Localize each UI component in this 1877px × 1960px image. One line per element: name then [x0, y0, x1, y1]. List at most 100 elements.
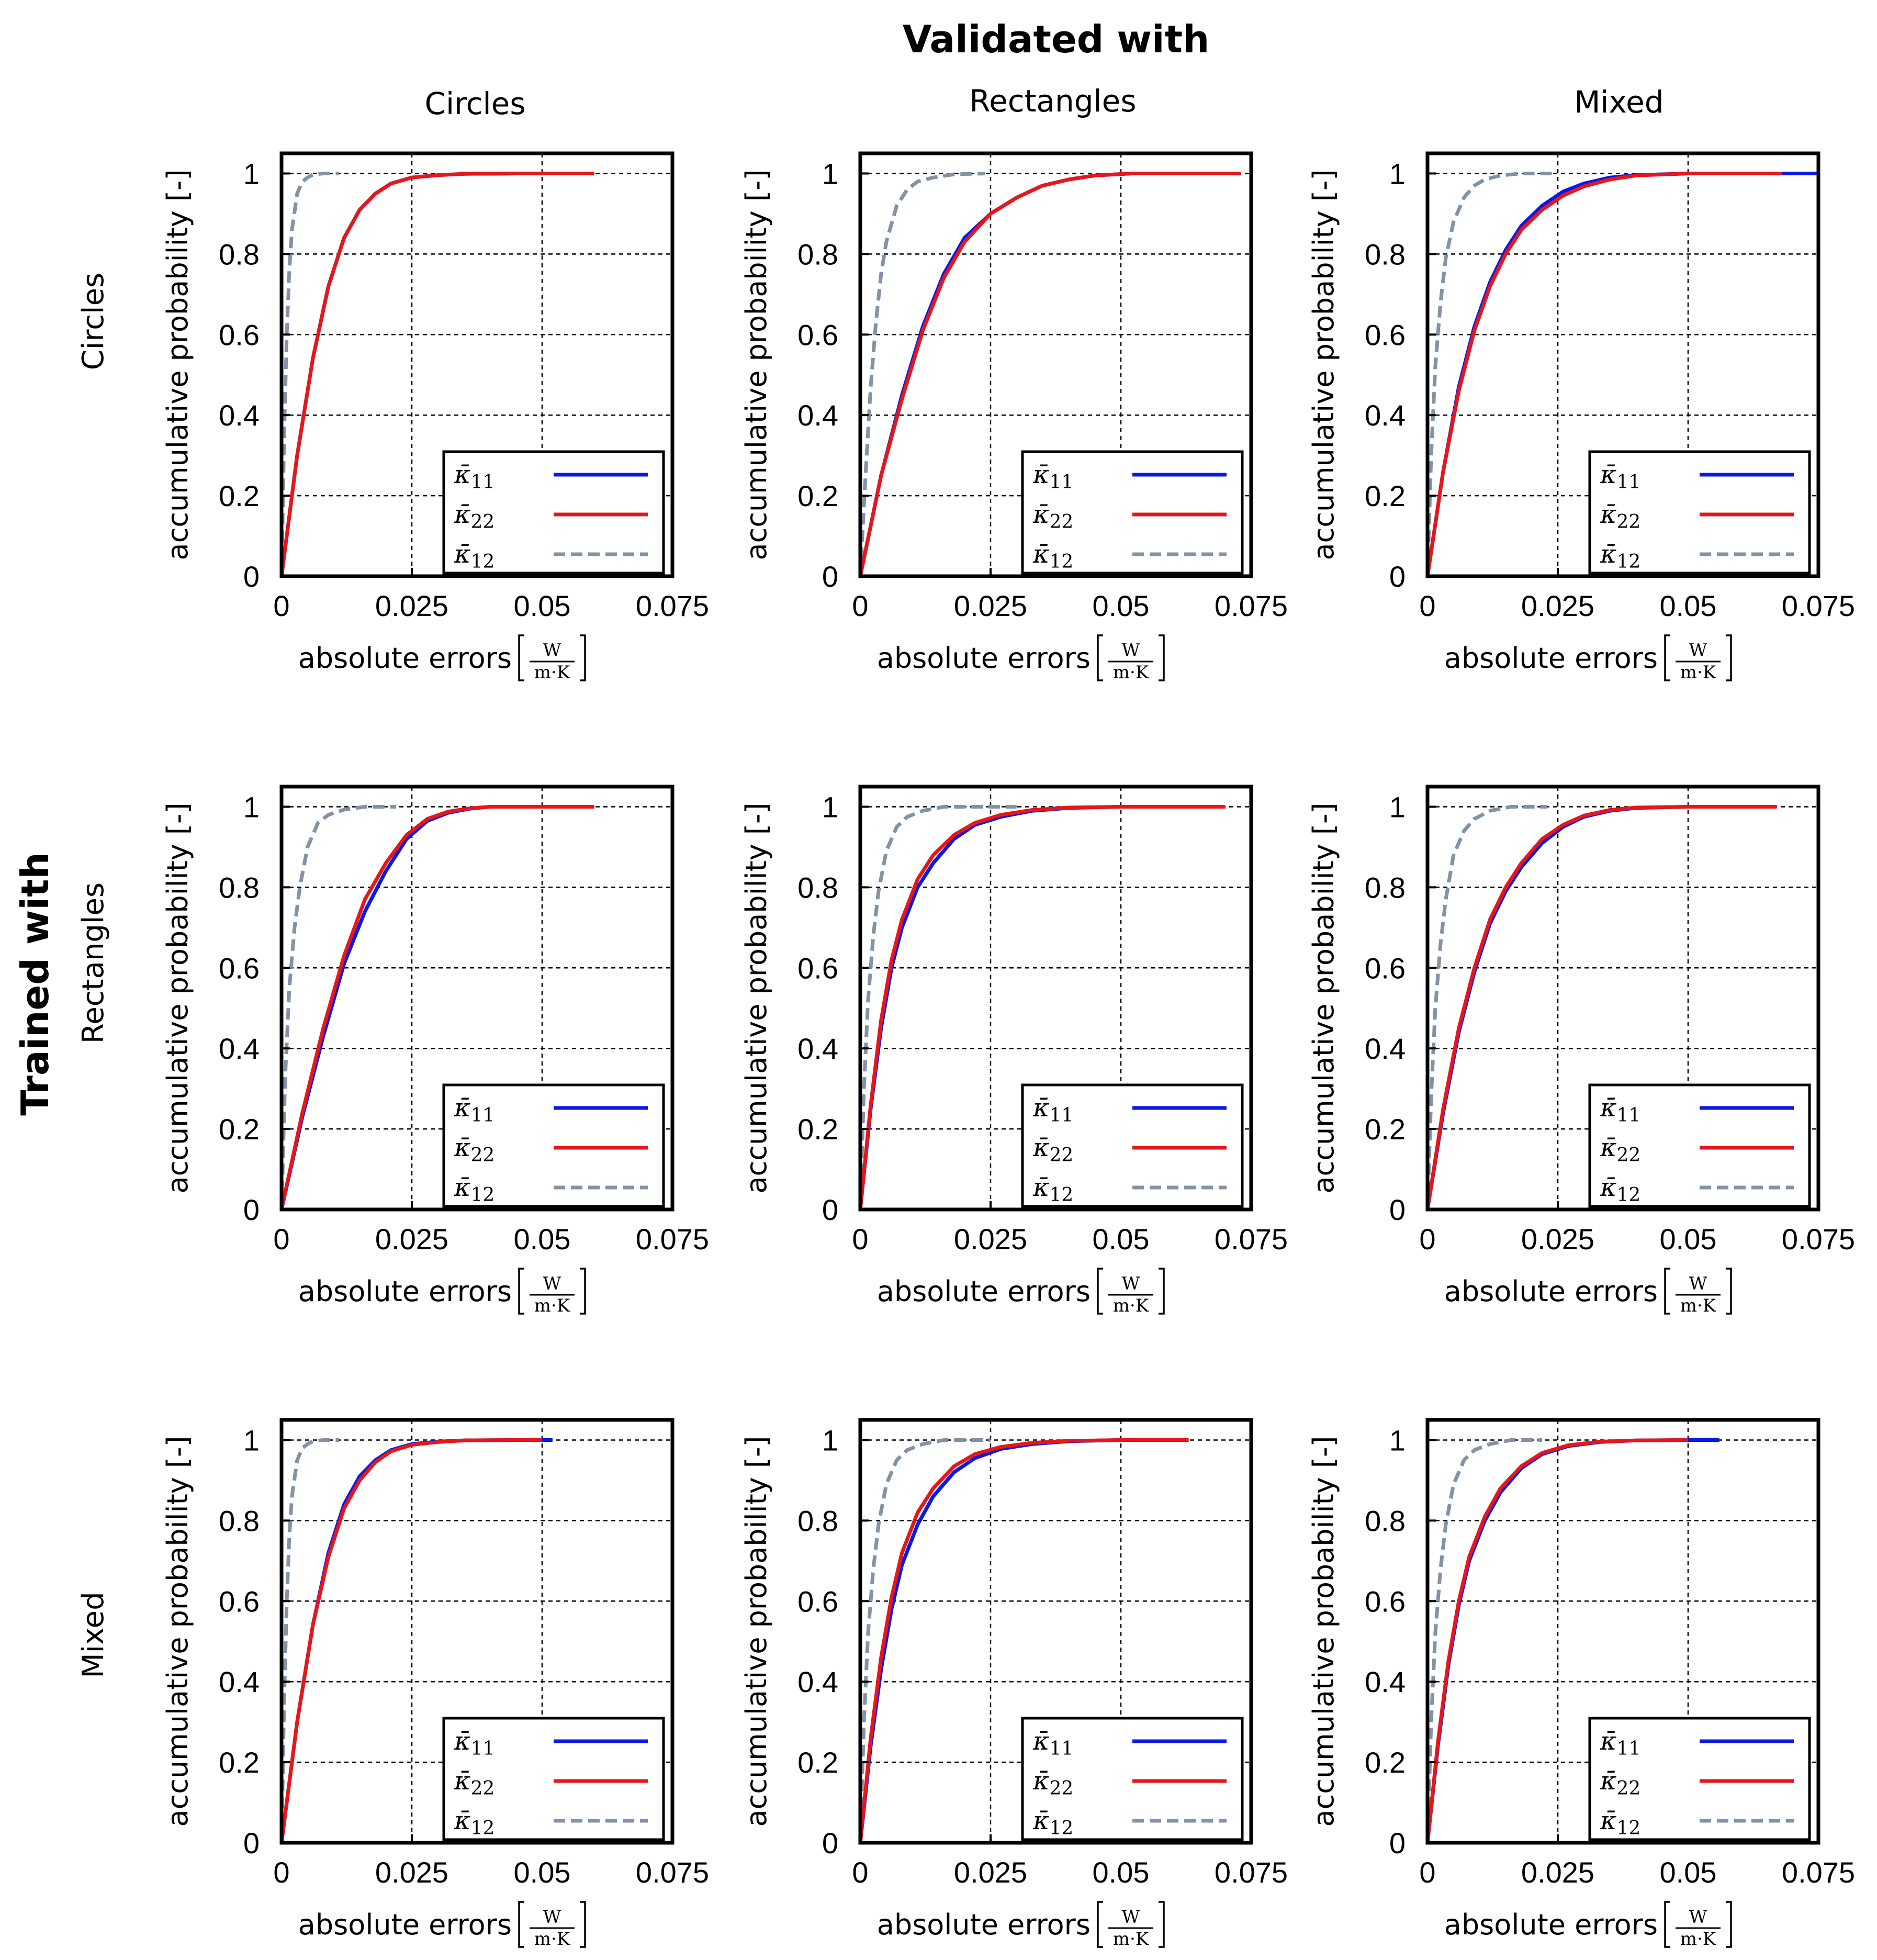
x-tick-label: 0.025 [954, 589, 1027, 622]
x-tick-label: 0.05 [514, 1856, 571, 1889]
legend-symbol: κ̄ [1600, 540, 1616, 569]
legend-label-k11: κ̄11 [454, 1093, 494, 1126]
x-tick-label: 0.025 [375, 1223, 448, 1256]
legend-label-k11: κ̄11 [1600, 1093, 1640, 1126]
panel-mixed-vs-mixed: 0 0.025 0.05 0.075 0 0.2 0.4 0.6 0.8 1 accumulativ… [1307, 1418, 1855, 1950]
unit-numerator: W [1122, 1907, 1140, 1928]
y-tick-label: 0.4 [1365, 1032, 1406, 1065]
series-line-k12 [858, 172, 986, 577]
legend-label-k11: κ̄11 [1032, 1727, 1073, 1760]
x-tick-label: 0.05 [1660, 1223, 1717, 1256]
legend-label-k22: κ̄22 [454, 1133, 494, 1166]
y-tick-label: 0 [1389, 560, 1406, 593]
unit-bracket-right [1159, 634, 1165, 681]
y-tick-label: 0.8 [797, 871, 838, 904]
x-tick-label: 0.05 [514, 589, 571, 622]
x-tick-label: 0 [852, 1223, 868, 1256]
legend-subscript: 12 [1616, 1184, 1640, 1206]
unit-denominator: m·K [1680, 1295, 1716, 1316]
unit-denominator: m·K [1113, 662, 1149, 683]
legend-subscript: 12 [1049, 1184, 1073, 1206]
legend-label-k11: κ̄11 [1032, 1093, 1073, 1126]
series-line-k22 [1425, 172, 1782, 577]
legend-subscript: 22 [470, 1145, 494, 1166]
legend-symbol: κ̄ [1032, 1173, 1049, 1202]
unit-numerator: W [1689, 1273, 1707, 1294]
y-tick-label: 0.8 [797, 238, 838, 271]
x-axis-label: absolute errors [1444, 1908, 1658, 1941]
y-tick-label: 0.2 [797, 479, 838, 512]
y-tick-label: 0.6 [219, 951, 260, 984]
legend-symbol: κ̄ [1600, 500, 1616, 529]
y-tick-label: 0 [243, 1827, 260, 1860]
y-tick-label: 0.6 [1365, 951, 1406, 984]
y-tick-label: 0.6 [219, 1585, 260, 1618]
legend-label-k22: κ̄22 [1032, 500, 1073, 533]
legend-symbol: κ̄ [1032, 1727, 1049, 1756]
y-tick-label: 0.4 [797, 1665, 838, 1698]
legend-symbol: κ̄ [1600, 1173, 1616, 1202]
legend-symbol: κ̄ [1032, 500, 1049, 529]
legend-symbol: κ̄ [1032, 540, 1049, 569]
legend: κ̄11κ̄22κ̄12 [1588, 450, 1811, 575]
legend-label-k22: κ̄22 [1032, 1766, 1073, 1799]
series-line-k22 [858, 805, 1226, 1210]
legend-symbol: κ̄ [1600, 1806, 1616, 1835]
y-tick-label: 1 [243, 1424, 260, 1457]
unit-numerator: W [1689, 1907, 1707, 1928]
legend-label-k12: κ̄12 [1032, 1173, 1073, 1206]
unit-bracket-left [1664, 1901, 1670, 1948]
y-axis-label: accumulative probability [-] [1307, 169, 1340, 560]
x-tick-label: 0 [273, 589, 289, 622]
y-tick-label: 1 [822, 1424, 838, 1457]
legend-subscript: 22 [1049, 1778, 1073, 1799]
panel-grid: 0 0.025 0.05 0.075 0 0.2 0.4 0.6 0.8 1 accumulativ… [161, 151, 1855, 1950]
unit-bracket-left [518, 1901, 524, 1948]
legend-symbol: κ̄ [454, 1806, 470, 1835]
plot-frame [858, 785, 1253, 1212]
panel-rectangles-vs-mixed: 0 0.025 0.05 0.075 0 0.2 0.4 0.6 0.8 1 accumulativ… [1307, 785, 1855, 1316]
plot-frame [1425, 1418, 1820, 1845]
y-tick-label: 0 [822, 1827, 838, 1860]
y-tick-label: 0.6 [797, 1585, 838, 1618]
y-axis-label: accumulative probability [-] [1307, 802, 1340, 1193]
x-axis-label: absolute errors [298, 1908, 512, 1941]
y-tick-label: 0.6 [1365, 318, 1406, 351]
y-tick-label: 0.2 [797, 1113, 838, 1146]
legend-symbol: κ̄ [454, 540, 470, 569]
x-tick-label: 0.05 [1660, 589, 1717, 622]
legend-subscript: 22 [1616, 1778, 1640, 1799]
unit-numerator: W [1122, 1273, 1140, 1294]
x-axis-label: absolute errors [298, 1275, 512, 1308]
unit-bracket-left [1664, 634, 1670, 681]
legend-symbol: κ̄ [1032, 460, 1049, 489]
legend-subscript: 22 [1616, 1145, 1640, 1166]
legend: κ̄11κ̄22κ̄12 [1588, 1083, 1811, 1208]
row-label-mixed: Mixed [76, 1592, 110, 1678]
unit-bracket-left [1097, 634, 1103, 681]
panel-circles-vs-circles: 0 0.025 0.05 0.075 0 0.2 0.4 0.6 0.8 1 accumulativ… [161, 151, 709, 683]
unit-bracket-right [1726, 1268, 1732, 1315]
y-tick-label: 0.2 [797, 1746, 838, 1779]
legend-subscript: 12 [1616, 1818, 1640, 1839]
legend-symbol: κ̄ [1600, 460, 1616, 489]
y-tick-label: 0.2 [219, 1746, 260, 1779]
x-tick-label: 0.075 [1782, 1223, 1855, 1256]
y-tick-label: 0.8 [219, 1504, 260, 1537]
series-line-k22 [279, 1438, 542, 1843]
y-tick-label: 0 [1389, 1827, 1406, 1860]
legend-label-k12: κ̄12 [1032, 1806, 1073, 1839]
legend-subscript: 22 [470, 1778, 494, 1799]
y-tick-label: 0 [1389, 1193, 1406, 1226]
legend-symbol: κ̄ [1032, 1133, 1049, 1162]
y-tick-label: 0.4 [219, 1665, 260, 1698]
legend-symbol: κ̄ [454, 500, 470, 529]
x-tick-label: 0.075 [636, 589, 709, 622]
row-header: Trained with [13, 852, 57, 1116]
legend-symbol: κ̄ [1032, 1766, 1049, 1796]
y-tick-label: 0.6 [797, 951, 838, 984]
y-tick-label: 0.8 [1365, 238, 1406, 271]
panel-rectangles-vs-circles: 0 0.025 0.05 0.075 0 0.2 0.4 0.6 0.8 1 accumulativ… [161, 785, 709, 1316]
legend-symbol: κ̄ [1600, 1766, 1616, 1796]
